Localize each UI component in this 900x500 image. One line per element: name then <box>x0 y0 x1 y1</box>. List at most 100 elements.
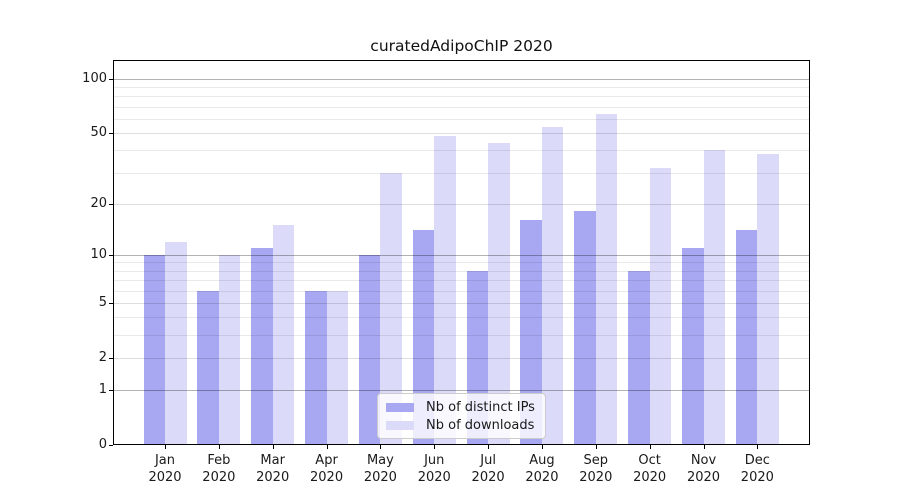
x-tick-label: Oct 2020 <box>618 452 682 486</box>
y-tick-mark <box>109 133 113 135</box>
x-tick-label: Sep 2020 <box>564 452 628 486</box>
bar-downloads <box>649 167 672 445</box>
y-tick-mark <box>109 390 113 392</box>
bar-downloads <box>703 150 725 445</box>
bar-downloads <box>380 172 402 445</box>
gridline-minor <box>113 270 810 272</box>
gridline-minor <box>113 172 810 174</box>
x-tick-mark <box>703 445 705 449</box>
gridline-minor <box>113 118 810 120</box>
x-tick-year: 2020 <box>471 470 505 485</box>
bar-distinct-ips <box>197 290 219 445</box>
legend-entry-distinct-ips: Nb of distinct IPs <box>386 400 537 415</box>
y-tick-mark <box>109 203 113 205</box>
x-tick-mark <box>326 445 328 449</box>
gridline-minor <box>113 290 810 292</box>
bar-distinct-ips <box>682 247 704 445</box>
x-tick-mark <box>434 445 436 449</box>
gridline-minor <box>113 87 810 89</box>
gridline-labeled <box>113 203 810 205</box>
x-tick-mark <box>218 445 220 449</box>
chart-title: curatedAdipoChIP 2020 <box>370 37 553 55</box>
gridline-minor <box>113 262 810 264</box>
x-tick-label: Dec 2020 <box>725 452 789 486</box>
x-tick-month: Oct <box>638 453 661 468</box>
x-tick-year: 2020 <box>417 470 451 485</box>
x-tick-month: Feb <box>207 453 231 468</box>
x-tick-year: 2020 <box>310 470 344 485</box>
gridline-major <box>113 254 810 256</box>
y-tick-label: 50 <box>90 125 107 141</box>
x-tick-label: Aug 2020 <box>510 452 574 486</box>
gridline-minor <box>113 317 810 319</box>
x-tick-mark <box>757 445 759 449</box>
x-tick-label: Apr 2020 <box>295 452 359 486</box>
legend-swatch-distinct-ips <box>386 402 414 412</box>
y-tick-mark <box>109 302 113 304</box>
x-tick-year: 2020 <box>256 470 290 485</box>
gridline-minor <box>113 335 810 337</box>
bar-distinct-ips <box>358 254 381 445</box>
x-tick-label: May 2020 <box>348 452 412 486</box>
bar-downloads <box>757 154 779 445</box>
legend-label-downloads: Nb of downloads <box>426 417 535 433</box>
x-tick-label: Jul 2020 <box>456 452 520 486</box>
y-tick-mark <box>109 254 113 256</box>
gridline-labeled <box>113 302 810 304</box>
x-tick-month: Jul <box>480 453 496 468</box>
legend: Nb of distinct IPs Nb of downloads <box>377 393 546 439</box>
x-tick-year: 2020 <box>740 470 774 485</box>
y-tick-label: 20 <box>90 195 107 211</box>
bar-distinct-ips <box>628 270 650 445</box>
x-tick-month: Mar <box>260 453 285 468</box>
bar-distinct-ips <box>574 211 596 445</box>
x-tick-month: Jun <box>424 453 445 468</box>
gridline-minor <box>113 96 810 98</box>
bar-distinct-ips <box>735 230 758 445</box>
x-tick-year: 2020 <box>579 470 613 485</box>
gridline-minor <box>113 150 810 152</box>
x-tick-label: Jun 2020 <box>402 452 466 486</box>
y-tick-label: 1 <box>98 382 107 398</box>
x-tick-mark <box>541 445 543 449</box>
y-tick-mark <box>109 78 113 80</box>
bar-distinct-ips <box>143 254 165 445</box>
x-tick-label: Nov 2020 <box>672 452 736 486</box>
x-tick-month: Nov <box>690 453 717 468</box>
bar-downloads <box>218 254 241 445</box>
x-tick-mark <box>380 445 382 449</box>
x-tick-month: Jan <box>154 453 176 468</box>
bar-distinct-ips <box>520 220 542 445</box>
x-tick-mark <box>272 445 274 449</box>
x-tick-month: Dec <box>744 453 770 468</box>
legend-label-distinct-ips: Nb of distinct IPs <box>426 399 535 415</box>
x-tick-month: Apr <box>315 453 338 468</box>
bar-distinct-ips <box>251 247 273 445</box>
x-tick-month: Sep <box>583 453 609 468</box>
x-tick-mark <box>165 445 166 449</box>
bar-downloads <box>272 225 295 445</box>
x-tick-label: Feb 2020 <box>187 452 251 486</box>
gridline-minor <box>113 280 810 282</box>
x-tick-year: 2020 <box>148 470 182 485</box>
x-tick-mark <box>488 445 490 449</box>
legend-swatch-downloads <box>386 420 414 430</box>
x-tick-month: Aug <box>529 453 555 468</box>
y-tick-label: 2 <box>98 349 107 365</box>
x-tick-year: 2020 <box>363 470 397 485</box>
gridline-labeled <box>113 357 810 359</box>
bar-downloads <box>165 241 187 445</box>
bar-downloads <box>326 290 349 445</box>
y-tick-mark <box>109 357 113 359</box>
bar-downloads <box>595 113 618 445</box>
x-tick-mark <box>649 445 651 449</box>
gridline-minor <box>113 106 810 108</box>
bar-distinct-ips <box>305 290 327 445</box>
x-tick-year: 2020 <box>202 470 236 485</box>
gridline-major <box>113 390 810 392</box>
y-tick-label: 100 <box>82 70 107 86</box>
y-tick-label: 0 <box>98 437 107 452</box>
x-tick-mark <box>595 445 597 449</box>
x-tick-month: May <box>366 453 394 468</box>
